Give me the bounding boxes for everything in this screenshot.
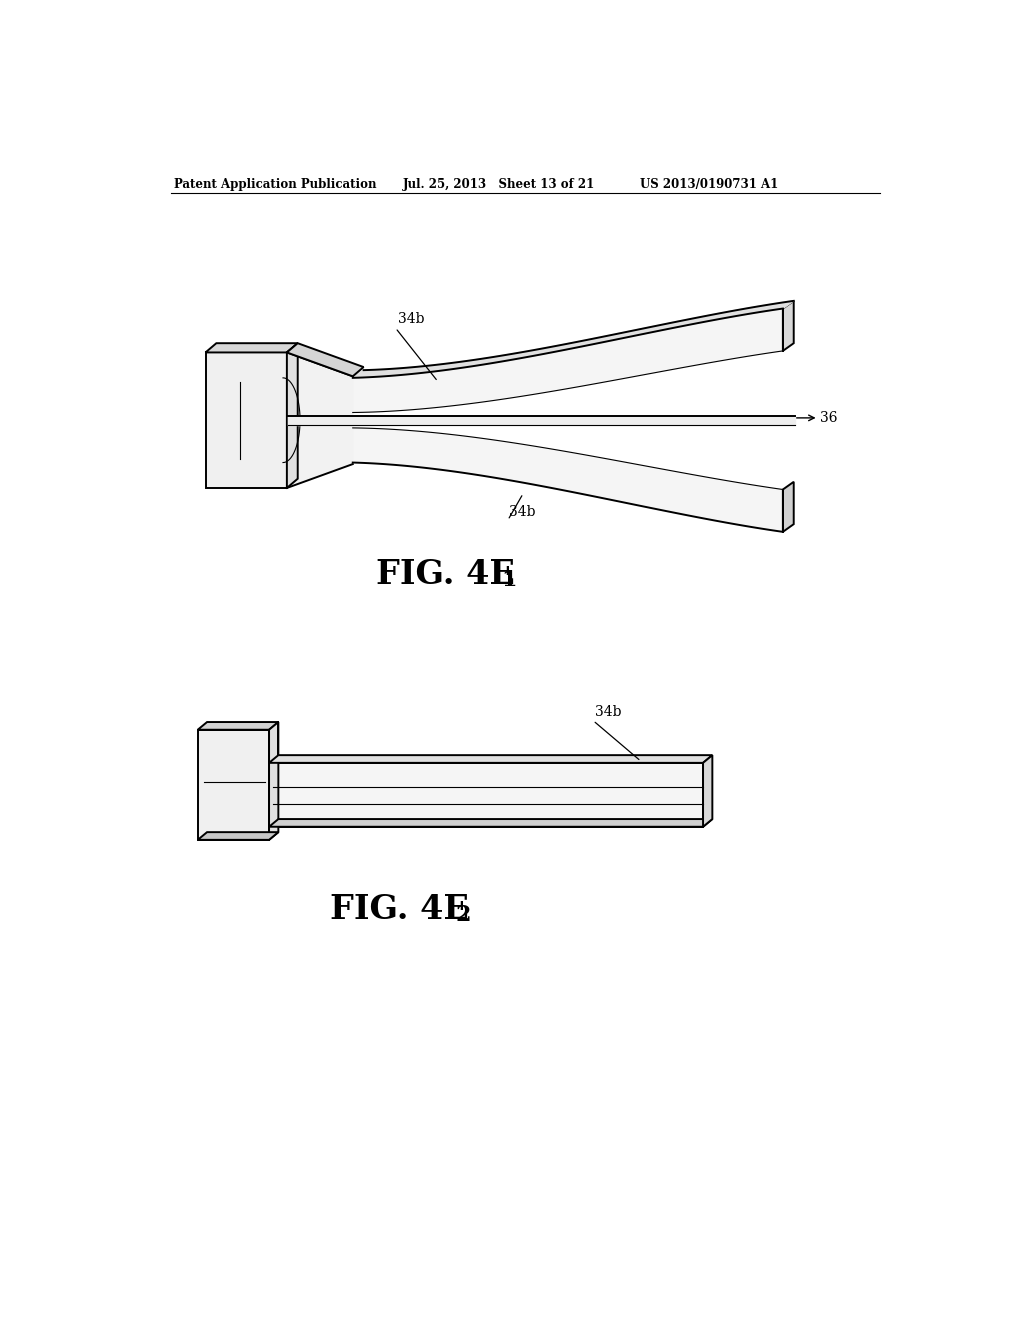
Polygon shape	[269, 755, 713, 763]
Text: Patent Application Publication: Patent Application Publication	[174, 178, 377, 190]
Text: 34b: 34b	[595, 705, 621, 719]
Polygon shape	[352, 301, 794, 378]
Polygon shape	[352, 309, 783, 412]
Polygon shape	[198, 722, 279, 730]
Polygon shape	[269, 818, 713, 826]
Polygon shape	[206, 352, 287, 488]
Polygon shape	[783, 482, 794, 532]
Polygon shape	[703, 755, 713, 826]
Text: 36: 36	[820, 411, 838, 425]
Polygon shape	[287, 352, 352, 488]
Polygon shape	[206, 343, 298, 352]
Polygon shape	[198, 730, 269, 840]
Text: FIG. 4E: FIG. 4E	[330, 892, 468, 925]
Polygon shape	[269, 763, 703, 826]
Polygon shape	[287, 343, 364, 376]
Text: FIG. 4E: FIG. 4E	[376, 557, 515, 591]
Polygon shape	[287, 343, 298, 488]
Polygon shape	[198, 832, 279, 840]
Text: 2: 2	[455, 903, 471, 925]
Text: 34b: 34b	[509, 504, 536, 519]
Polygon shape	[783, 301, 794, 351]
Text: Jul. 25, 2013   Sheet 13 of 21: Jul. 25, 2013 Sheet 13 of 21	[403, 178, 595, 190]
Text: 34b: 34b	[397, 313, 424, 326]
Text: 1: 1	[502, 569, 517, 590]
Polygon shape	[352, 428, 783, 532]
Text: US 2013/0190731 A1: US 2013/0190731 A1	[640, 178, 778, 190]
Polygon shape	[269, 722, 279, 840]
